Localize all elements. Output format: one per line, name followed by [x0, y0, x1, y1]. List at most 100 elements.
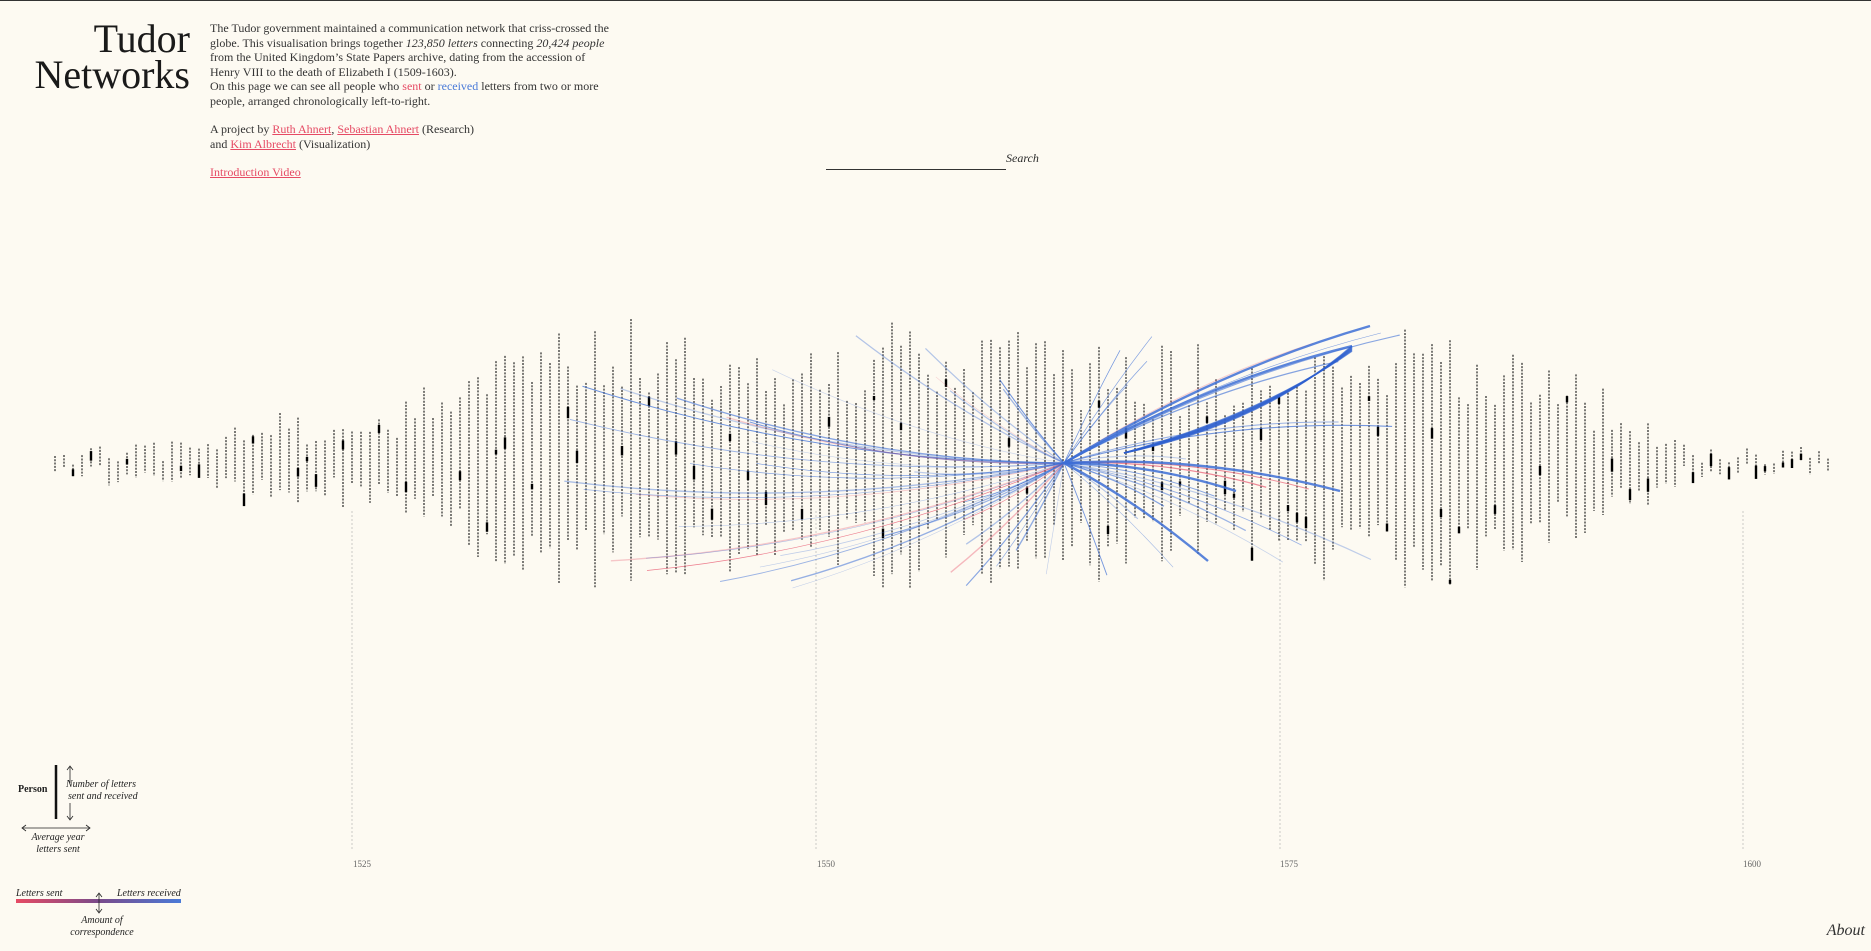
- person-mark[interactable]: [1277, 396, 1281, 404]
- person-mark[interactable]: [1790, 459, 1794, 469]
- author-ruth-link[interactable]: Ruth Ahnert: [272, 122, 332, 136]
- person-mark[interactable]: [494, 449, 498, 455]
- letter-received-arc: [759, 462, 1065, 568]
- person-mark[interactable]: [692, 465, 696, 480]
- person-mark[interactable]: [1754, 465, 1758, 479]
- person-mark[interactable]: [1259, 427, 1263, 440]
- person-mark[interactable]: [71, 469, 75, 477]
- legend-year-label: Average year letters sent: [26, 832, 90, 856]
- about-link[interactable]: About: [1826, 922, 1865, 939]
- person-mark[interactable]: [1457, 526, 1461, 534]
- person-mark[interactable]: [1295, 512, 1299, 523]
- letter-received-arc: [855, 335, 1065, 464]
- person-mark[interactable]: [1763, 466, 1767, 472]
- person-mark[interactable]: [1232, 493, 1236, 498]
- person-mark[interactable]: [800, 508, 804, 520]
- person-mark[interactable]: [746, 470, 750, 481]
- letter-received-arc: [1063, 384, 1128, 464]
- intro-text-e: or: [421, 79, 438, 93]
- author-kim-link[interactable]: Kim Albrecht: [230, 136, 296, 151]
- letter-received-arc: [1123, 347, 1353, 454]
- person-mark[interactable]: [881, 528, 885, 539]
- person-mark[interactable]: [242, 493, 246, 507]
- person-mark[interactable]: [1367, 396, 1371, 401]
- person-mark[interactable]: [1007, 438, 1011, 447]
- axis-tick-1525: 1525: [353, 859, 372, 869]
- person-mark[interactable]: [1628, 489, 1632, 501]
- letter-received-arc: [620, 388, 1065, 464]
- person-mark[interactable]: [1691, 472, 1695, 484]
- person-mark[interactable]: [377, 424, 381, 433]
- person-mark[interactable]: [503, 437, 507, 449]
- credits-research: (Research): [418, 122, 474, 136]
- person-mark[interactable]: [1250, 547, 1254, 561]
- person-mark[interactable]: [1610, 458, 1614, 472]
- person-mark[interactable]: [944, 379, 948, 387]
- person-mark[interactable]: [872, 395, 876, 400]
- person-mark[interactable]: [1160, 482, 1164, 491]
- legend-count-line-2: sent and received: [68, 791, 138, 802]
- intro-text-c: from the United Kingdom’s State Papers a…: [210, 50, 586, 79]
- person-mark[interactable]: [89, 451, 93, 461]
- intro-paragraph-2: On this page we can see all people who s…: [210, 79, 610, 108]
- person-mark[interactable]: [197, 464, 201, 478]
- person-mark[interactable]: [710, 508, 714, 520]
- credits: A project by Ruth Ahnert, Sebastian Ahne…: [210, 122, 610, 151]
- person-mark[interactable]: [1385, 523, 1389, 532]
- person-mark[interactable]: [647, 396, 651, 407]
- person-mark[interactable]: [1709, 453, 1713, 467]
- letter-received-arc: [999, 379, 1065, 464]
- person-mark[interactable]: [575, 450, 579, 463]
- person-mark[interactable]: [827, 416, 831, 427]
- person-mark[interactable]: [305, 456, 309, 462]
- person-mark[interactable]: [674, 441, 678, 455]
- person-mark[interactable]: [404, 481, 408, 493]
- people-count: 20,424 people: [536, 35, 605, 50]
- person-mark[interactable]: [1124, 428, 1128, 439]
- person-mark[interactable]: [485, 522, 489, 532]
- letter-received-arc: [1063, 455, 1187, 464]
- person-mark[interactable]: [1727, 467, 1731, 480]
- person-mark[interactable]: [566, 406, 570, 419]
- person-mark[interactable]: [1448, 579, 1452, 584]
- letter-received-arc: [690, 462, 1065, 479]
- intro-video-link[interactable]: Introduction Video: [210, 165, 301, 179]
- search-input[interactable]: [826, 151, 1006, 170]
- person-mark[interactable]: [179, 465, 183, 472]
- person-mark[interactable]: [1538, 465, 1542, 476]
- person-mark[interactable]: [1106, 525, 1110, 535]
- person-mark[interactable]: [1439, 509, 1443, 518]
- person-mark[interactable]: [764, 491, 768, 506]
- person-mark[interactable]: [1304, 516, 1308, 529]
- letter-sent-arc: [726, 416, 1065, 464]
- person-mark[interactable]: [1025, 487, 1029, 494]
- letter-sent-arc: [950, 462, 1065, 573]
- person-mark[interactable]: [1286, 505, 1290, 512]
- person-mark[interactable]: [1430, 428, 1434, 439]
- person-mark[interactable]: [458, 471, 462, 481]
- author-sebastian-link[interactable]: Sebastian Ahnert: [337, 122, 419, 136]
- person-mark[interactable]: [296, 467, 300, 477]
- person-mark[interactable]: [530, 483, 534, 490]
- received-word: received: [437, 79, 479, 93]
- person-mark[interactable]: [125, 458, 129, 465]
- search-label: Search: [1006, 151, 1039, 165]
- person-mark[interactable]: [251, 436, 255, 444]
- page-title: Tudor Networks: [20, 19, 190, 95]
- person-mark[interactable]: [314, 474, 318, 487]
- person-mark[interactable]: [1376, 426, 1380, 436]
- person-mark[interactable]: [620, 445, 624, 456]
- person-mark[interactable]: [1799, 453, 1803, 460]
- person-mark[interactable]: [1781, 462, 1785, 468]
- person-mark[interactable]: [1646, 478, 1650, 492]
- person-mark[interactable]: [1565, 396, 1569, 403]
- person-mark[interactable]: [728, 433, 732, 442]
- person-mark[interactable]: [1151, 444, 1155, 452]
- person-mark[interactable]: [1097, 400, 1101, 408]
- person-mark[interactable]: [1178, 481, 1182, 486]
- person-mark[interactable]: [1493, 505, 1497, 514]
- person-mark[interactable]: [1205, 416, 1209, 423]
- legend-year-arrowheads: [21, 824, 91, 832]
- person-mark[interactable]: [899, 423, 903, 431]
- person-mark[interactable]: [341, 440, 345, 450]
